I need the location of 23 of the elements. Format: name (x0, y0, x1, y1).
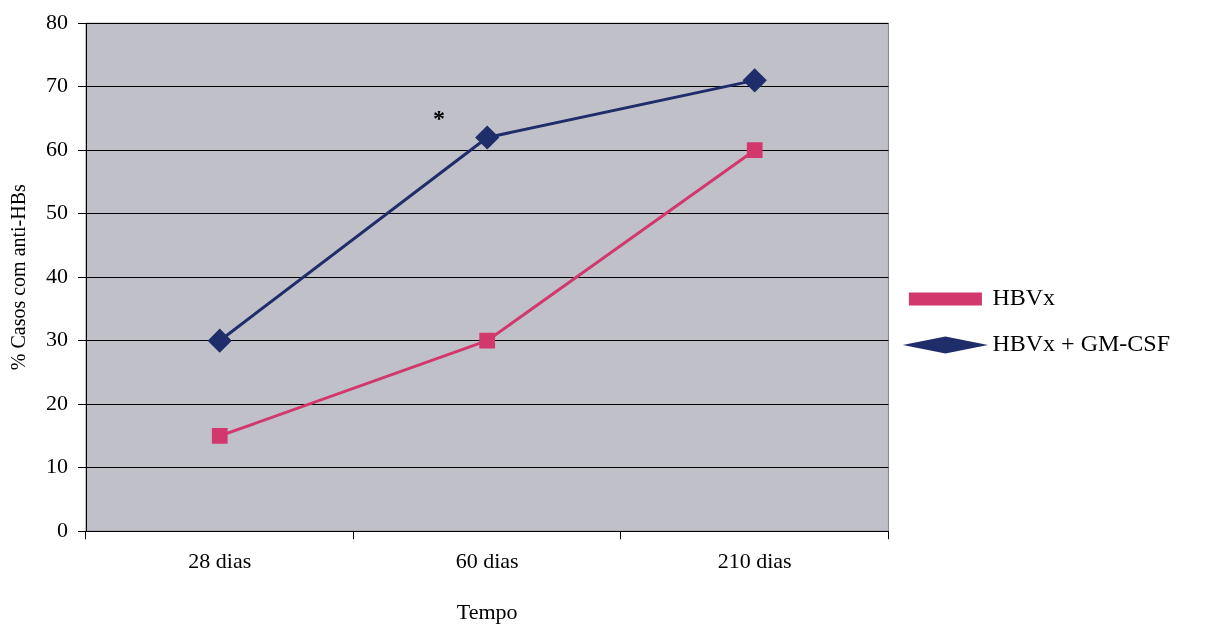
y-tick-label: 10 (46, 453, 68, 479)
y-tick-label: 70 (46, 72, 68, 98)
x-tick-label: 210 dias (717, 548, 792, 574)
point (743, 68, 767, 92)
point (208, 329, 232, 353)
y-axis-title: % Casos com anti-HBs (7, 183, 30, 371)
point (479, 332, 496, 349)
y-tick-label: 30 (46, 326, 68, 352)
y-tick-label: 40 (46, 262, 68, 288)
y-tick-label: 80 (46, 8, 68, 34)
y-tick-label: 20 (46, 389, 68, 415)
x-tick-label: 28 dias (188, 548, 252, 574)
legend-label: HBVx (992, 284, 1056, 311)
annotation: * (433, 104, 446, 131)
y-tick-label: 60 (46, 135, 68, 161)
x-tick-label: 60 dias (455, 548, 519, 574)
point (475, 126, 499, 149)
point (746, 142, 763, 159)
y-tick-label: 0 (57, 516, 68, 542)
x-axis-title: Tempo (456, 598, 518, 624)
y-tick-label: 50 (46, 199, 68, 225)
legend-label: HBVx + GM-CSF (992, 330, 1170, 357)
point (211, 428, 228, 444)
